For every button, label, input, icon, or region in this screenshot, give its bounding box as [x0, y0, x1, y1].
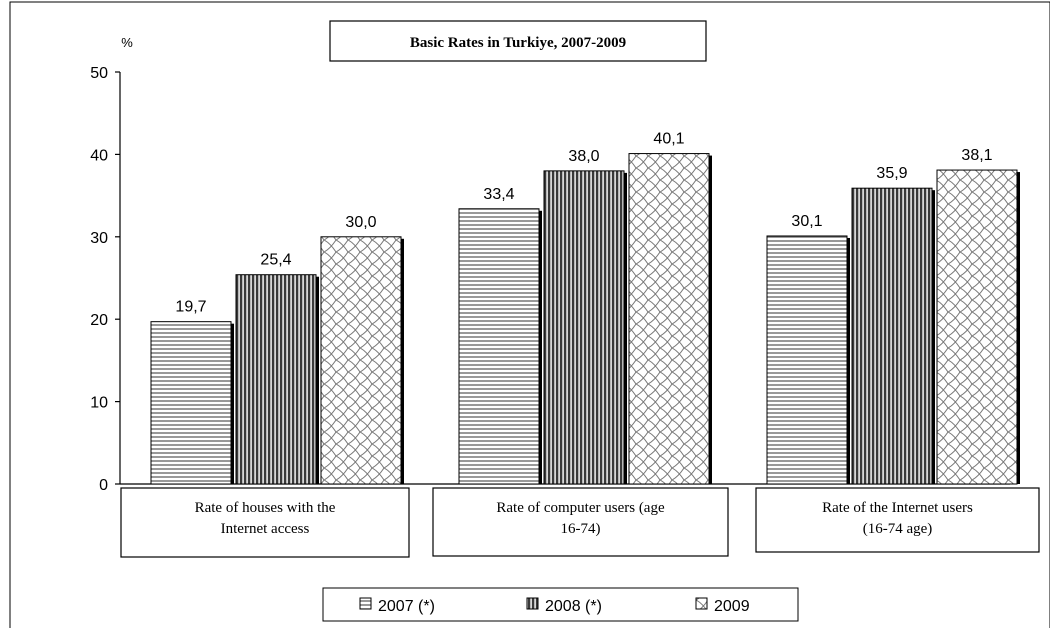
- category-label: Rate of computer users (age: [496, 500, 665, 516]
- category-box: [755, 487, 1040, 553]
- y-tick-label: 40: [90, 147, 108, 164]
- y-tick-label: 20: [90, 312, 108, 329]
- y-tick-label: 10: [90, 395, 108, 412]
- bar: [458, 208, 540, 485]
- title-box: [329, 20, 707, 62]
- bar: [150, 321, 232, 485]
- legend-swatch: [695, 597, 708, 610]
- legend-label: 2007 (*): [378, 598, 435, 615]
- bar: [543, 170, 625, 485]
- y-tick-label: 50: [90, 65, 108, 82]
- category-label: 16-74): [561, 521, 601, 537]
- bar-value-label: 40,1: [653, 131, 684, 148]
- legend: 2007 (*) 2008 (*) 2009: [359, 597, 750, 615]
- bar: [936, 169, 1018, 485]
- y-tick-label: 0: [99, 477, 108, 494]
- bar: [235, 274, 317, 485]
- legend-label: 2008 (*): [545, 598, 602, 615]
- legend-box: [322, 587, 799, 622]
- bar-value-label: 30,0: [345, 214, 376, 231]
- bar-value-label: 19,7: [175, 299, 206, 316]
- bar: [320, 236, 402, 485]
- legend-label: 2009: [714, 598, 750, 615]
- category-box: [432, 487, 729, 557]
- category-label: Internet access: [221, 521, 310, 537]
- category-label: (16-74 age): [863, 521, 933, 537]
- category-label: Rate of houses with the: [195, 500, 336, 516]
- legend-swatch: [526, 597, 539, 610]
- chart-title: Basic Rates in Turkiye, 2007-2009: [410, 35, 626, 51]
- category-labels: Rate of houses with the Internet access Ra…: [120, 487, 1040, 558]
- bar-value-label: 38,0: [568, 148, 599, 165]
- bar-value-label: 30,1: [791, 213, 822, 230]
- bar-value-label: 35,9: [876, 165, 907, 182]
- bars: 19,7 25,4 30,0 33,4 38,0 40,1 30,1 35,9 38,1: [150, 131, 1020, 485]
- bar: [766, 235, 848, 485]
- y-axis-unit: %: [121, 35, 133, 50]
- bar: [628, 153, 710, 485]
- legend-swatch: [359, 597, 372, 610]
- bar-value-label: 25,4: [260, 252, 291, 269]
- y-tick-label: 30: [90, 230, 108, 247]
- bar: [851, 187, 933, 485]
- category-label: Rate of the Internet users: [822, 500, 973, 516]
- category-box: [120, 487, 410, 558]
- bar-value-label: 33,4: [483, 186, 514, 203]
- bar-value-label: 38,1: [961, 147, 992, 164]
